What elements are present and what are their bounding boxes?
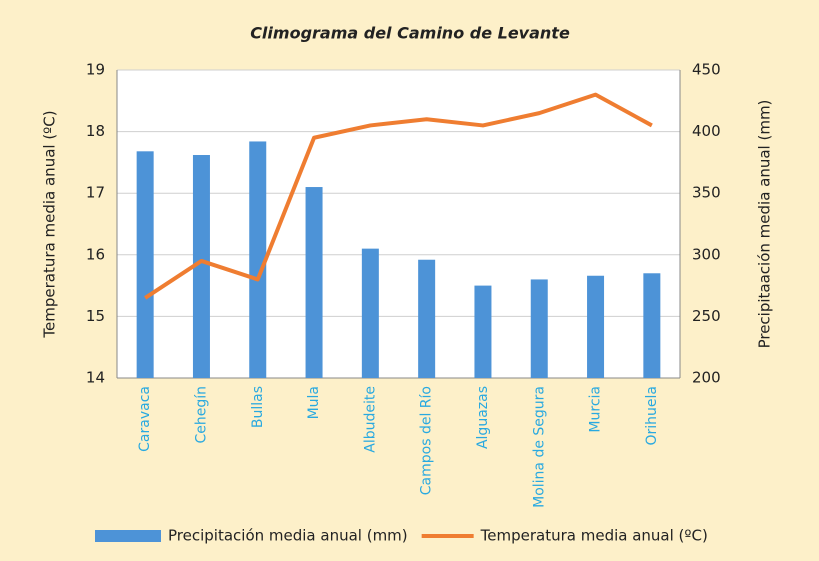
x-tick-label: Mula bbox=[306, 386, 322, 419]
y-tick-label: 14 bbox=[86, 369, 105, 387]
bar bbox=[192, 155, 210, 378]
bar bbox=[361, 248, 379, 378]
y2-tick-label: 450 bbox=[692, 61, 721, 79]
x-tick-label: Molina de Segura bbox=[531, 386, 547, 508]
x-tick-label: Caravaca bbox=[137, 386, 153, 452]
y2-tick-label: 350 bbox=[692, 184, 721, 202]
y2-tick-label: 300 bbox=[692, 245, 721, 263]
legend-label: Temperatura media anual (ºC) bbox=[480, 527, 708, 545]
y2-axis-title: Precipitaación media anual (mm) bbox=[756, 100, 774, 349]
y2-tick-label: 250 bbox=[692, 307, 721, 325]
legend-swatch bbox=[95, 530, 161, 542]
bar bbox=[136, 151, 154, 378]
bar bbox=[418, 259, 436, 378]
bar bbox=[643, 273, 661, 378]
y-tick-label: 16 bbox=[86, 245, 105, 263]
legend-label: Precipitación media anual (mm) bbox=[168, 527, 408, 545]
bar bbox=[249, 141, 267, 378]
x-tick-label: Cehegín bbox=[193, 386, 209, 444]
x-tick-label: Bullas bbox=[250, 386, 266, 428]
x-tick-label: Murcia bbox=[588, 386, 604, 433]
x-tick-label: Alguazas bbox=[475, 386, 491, 449]
x-tick-label: Campos del Río bbox=[419, 386, 435, 495]
bar bbox=[530, 279, 548, 378]
y-tick-label: 19 bbox=[86, 61, 105, 79]
chart-title: Climograma del Camino de Levante bbox=[250, 24, 570, 43]
y2-tick-label: 200 bbox=[692, 369, 721, 387]
y-tick-label: 15 bbox=[86, 307, 105, 325]
bar bbox=[474, 285, 492, 378]
x-tick-label: Orihuela bbox=[644, 386, 660, 446]
bar bbox=[587, 275, 605, 378]
x-tick-label: Albudeite bbox=[362, 386, 378, 453]
y-tick-label: 17 bbox=[86, 184, 105, 202]
y-tick-label: 18 bbox=[86, 122, 105, 140]
y-axis-title: Temperatura media anual (ºC) bbox=[41, 110, 59, 338]
y2-tick-label: 400 bbox=[692, 122, 721, 140]
bar bbox=[305, 187, 323, 378]
line bbox=[144, 92, 653, 300]
